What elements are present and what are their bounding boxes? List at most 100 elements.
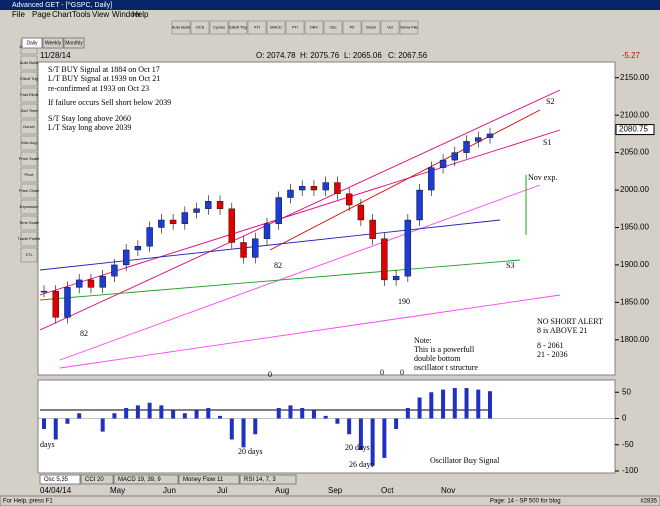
- toolbar-button[interactable]: [228, 20, 248, 35]
- candle: [299, 186, 306, 191]
- side-button[interactable]: [20, 119, 38, 135]
- osc-bar: [300, 408, 305, 419]
- y-tick-label: 1850.00: [620, 297, 649, 306]
- title-bar: [0, 0, 660, 10]
- toolbar-label: MACD: [270, 25, 282, 30]
- annotation: 82: [274, 261, 282, 270]
- annotation: 0: [380, 368, 384, 377]
- last-price-box: [615, 124, 655, 136]
- date-label: Jun: [163, 486, 176, 495]
- indicator-tab[interactable]: [239, 474, 297, 485]
- period-tab[interactable]: [63, 37, 85, 49]
- toolbar-label: Cycles: [213, 25, 225, 30]
- toolbar-button[interactable]: [304, 20, 324, 35]
- osc-bar: [405, 408, 410, 419]
- candle: [52, 290, 59, 318]
- side-button[interactable]: [20, 215, 38, 231]
- osc-bar: [77, 413, 82, 419]
- status-help: For Help, press F1: [3, 499, 53, 505]
- annotation: This is a powerfull: [414, 345, 475, 354]
- toolbar-button[interactable]: [380, 20, 400, 35]
- osc-bar: [288, 405, 293, 419]
- toolbar-button[interactable]: [209, 20, 229, 35]
- menu-item[interactable]: Chart: [52, 10, 72, 19]
- menu-item[interactable]: Page: [32, 10, 51, 19]
- price-panel: [37, 61, 616, 376]
- annotation: S3: [506, 261, 514, 270]
- toolbar-button[interactable]: [285, 20, 305, 35]
- side-label: Fast Ellott: [20, 92, 39, 97]
- osc-bar: [53, 418, 58, 440]
- side-button[interactable]: [20, 247, 38, 263]
- side-button[interactable]: [20, 167, 38, 183]
- osc-bar: [194, 410, 199, 419]
- date-label: Sep: [328, 486, 343, 495]
- side-label: Dunch: [23, 124, 35, 129]
- quote-high: H: 2075.76: [300, 51, 340, 60]
- quote-change: -5.27: [622, 51, 641, 60]
- indicator-tab[interactable]: [39, 474, 81, 485]
- side-button[interactable]: [20, 55, 38, 71]
- osc-bar: [147, 402, 152, 419]
- indicator-tab[interactable]: [113, 474, 179, 485]
- quote-open: O: 2074.78: [256, 51, 296, 60]
- side-label: Expansion: [20, 204, 39, 209]
- osc-bar: [347, 418, 352, 435]
- indicator-tab[interactable]: [178, 474, 240, 485]
- y-tick-label: 1800.00: [620, 335, 649, 344]
- menu-item[interactable]: File: [12, 10, 25, 19]
- osc-bar: [382, 418, 387, 458]
- osc-bar: [417, 397, 422, 419]
- menu-item[interactable]: Help: [132, 10, 149, 19]
- period-tab[interactable]: [42, 37, 64, 49]
- toolbar-button[interactable]: [171, 20, 191, 35]
- side-label: Mov Avg: [21, 140, 36, 145]
- toolbar-label: Pit: [350, 25, 356, 30]
- side-button[interactable]: [20, 151, 38, 167]
- period-tab-label: Monthly: [65, 40, 83, 46]
- annotation: L/T BUY Signal at 1939 on Oct 21: [48, 74, 160, 83]
- toolbar-label: OBV: [310, 25, 319, 30]
- side-label: Price Chart: [19, 188, 40, 193]
- toolbar-label: OCS: [196, 25, 205, 30]
- toolbar-button[interactable]: [361, 20, 381, 35]
- side-button[interactable]: [20, 71, 38, 87]
- period-tab-label: Weekly: [45, 40, 62, 46]
- date-label: 04/04/14: [40, 486, 72, 495]
- side-button[interactable]: [20, 231, 38, 247]
- toolbar-button[interactable]: [266, 20, 286, 35]
- osc-bar: [358, 418, 363, 450]
- toolbar-button[interactable]: [190, 20, 210, 35]
- menu-item[interactable]: Tools: [72, 10, 91, 19]
- annotation: 8 is ABOVE 21: [537, 326, 587, 335]
- window-title: Advanced GET - [^GSPC, Daily]: [12, 2, 112, 9]
- indicator-tab-label: Osc 5,35: [44, 477, 69, 483]
- menu-item[interactable]: View: [92, 10, 109, 19]
- toolbar-button[interactable]: [399, 20, 419, 35]
- indicator-tab[interactable]: [80, 474, 114, 485]
- candle: [345, 193, 353, 206]
- side-label: Elliott Trig: [20, 76, 38, 81]
- y-tick-label: 2050.00: [620, 148, 649, 157]
- indicator-tab-label: Money Flow 11: [183, 477, 224, 483]
- annotation: NO SHORT ALERT: [537, 317, 603, 326]
- side-button[interactable]: [20, 183, 38, 199]
- toolbar-button[interactable]: [247, 20, 267, 35]
- side-button[interactable]: [20, 135, 38, 151]
- side-button[interactable]: [20, 87, 38, 103]
- candle: [310, 186, 318, 191]
- date-label: Nov: [441, 486, 455, 495]
- candle: [392, 275, 400, 281]
- candle: [228, 208, 235, 243]
- toolbar-button[interactable]: [342, 20, 362, 35]
- toolbar-button[interactable]: [323, 20, 343, 35]
- menu-item[interactable]: Window: [112, 10, 141, 19]
- candle: [87, 279, 95, 288]
- osc-bar: [135, 405, 140, 419]
- side-button[interactable]: [20, 103, 38, 119]
- period-tab[interactable]: [21, 37, 43, 49]
- osc-bar: [452, 388, 457, 419]
- osc-bar: [229, 418, 234, 440]
- side-button[interactable]: [20, 199, 38, 215]
